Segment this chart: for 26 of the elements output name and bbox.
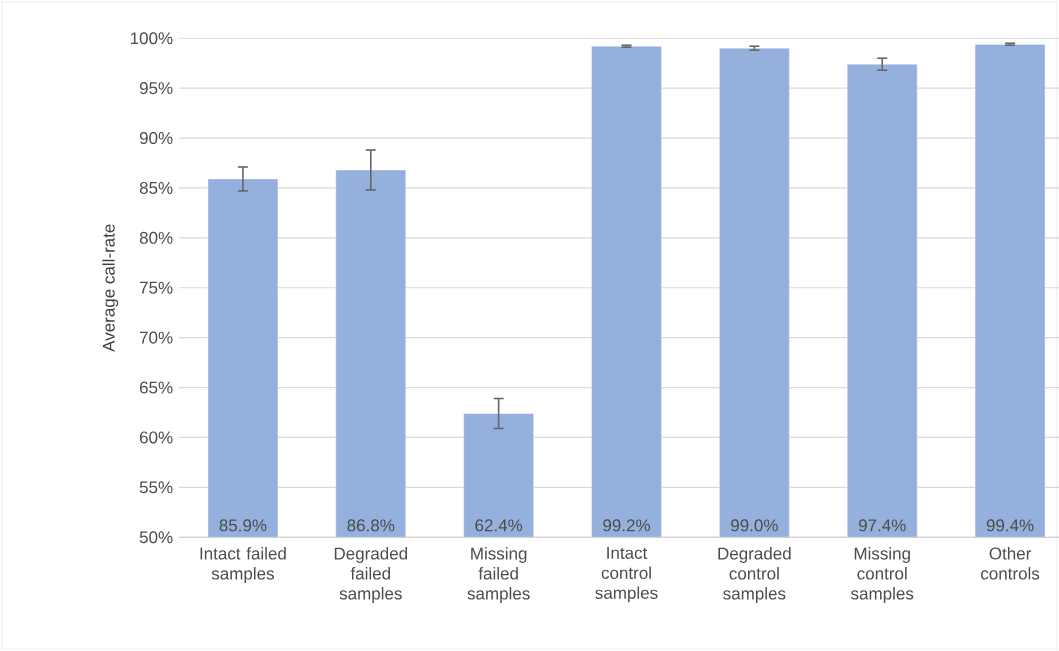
x-tick-label: Intact control samples: [595, 547, 658, 603]
y-tick-label: 70%: [139, 331, 173, 344]
x-tick-label: Other controls: [981, 547, 1040, 580]
x-tick-label: Degraded control samples: [718, 547, 791, 603]
x-tick-label: Missing failed samples: [467, 547, 530, 603]
y-tick-label: 55%: [139, 481, 173, 494]
data-label: 62.4%: [475, 519, 523, 532]
y-tick-label: 100%: [130, 32, 173, 45]
x-tick-label: Degraded failed samples: [334, 547, 408, 603]
data-label: 86.8%: [347, 519, 395, 532]
data-label: 97.4%: [858, 519, 906, 532]
data-label: 99.0%: [731, 519, 778, 532]
y-tick-label: 90%: [139, 132, 173, 145]
y-tick-label: 50%: [139, 531, 173, 544]
data-label: 85.9%: [219, 519, 267, 532]
data-label: 99.2%: [603, 519, 650, 532]
data-label: 99.4%: [986, 519, 1034, 532]
y-tick-label: 65%: [139, 381, 173, 394]
x-tick-label: Intact failed samples: [200, 547, 286, 583]
y-tick-label: 60%: [139, 431, 173, 444]
y-tick-label: 85%: [139, 181, 173, 194]
y-tick-label: 80%: [139, 231, 173, 244]
y-tick-label: 95%: [139, 82, 173, 95]
y-axis-title: Average call-rate: [102, 224, 119, 352]
y-tick-label: 75%: [139, 281, 173, 294]
x-tick-label: Missing control samples: [851, 547, 914, 603]
